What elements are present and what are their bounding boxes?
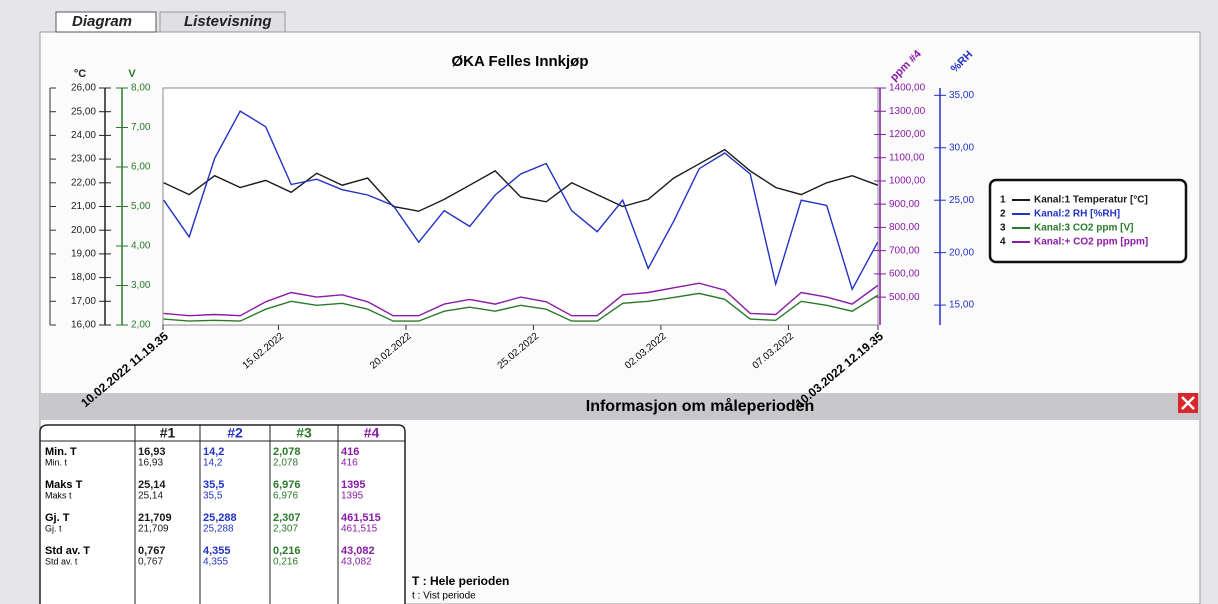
cell: 16,93 bbox=[138, 446, 166, 458]
y3-tick-label: 700,00 bbox=[889, 245, 920, 256]
y-tick-label: 17,00 bbox=[71, 296, 96, 307]
cell: 16,93 bbox=[138, 458, 163, 469]
row-label: Gj. T bbox=[45, 512, 70, 524]
plot-area bbox=[163, 88, 878, 325]
cell: 2,078 bbox=[273, 458, 298, 469]
row-label: Std av. T bbox=[45, 545, 90, 557]
cell: 0,216 bbox=[273, 557, 298, 568]
cell: 2,078 bbox=[273, 446, 301, 458]
cell: 416 bbox=[341, 458, 358, 469]
y-tick-label: 22,00 bbox=[71, 177, 96, 188]
row-label: Gj. t bbox=[45, 523, 62, 533]
cell: 416 bbox=[341, 446, 359, 458]
cell: 4,355 bbox=[203, 545, 231, 557]
row-label: Min. t bbox=[45, 457, 68, 467]
cell: 461,515 bbox=[341, 512, 381, 524]
legend-id: 3 bbox=[1000, 223, 1006, 234]
legend-id: 1 bbox=[1000, 195, 1006, 206]
cell: 25,288 bbox=[203, 512, 237, 524]
note: T : Hele perioden bbox=[412, 574, 509, 588]
cell: 21,709 bbox=[138, 524, 169, 535]
y2-tick-label: 3,00 bbox=[131, 280, 151, 291]
cell: 6,976 bbox=[273, 479, 301, 491]
axis-title: V bbox=[128, 68, 136, 80]
cell: 35,5 bbox=[203, 491, 223, 502]
y3-tick-label: 1000,00 bbox=[889, 176, 926, 187]
y4-tick-label: 35,00 bbox=[949, 90, 974, 101]
y-tick-label: 19,00 bbox=[71, 249, 96, 260]
column-header: #2 bbox=[227, 425, 243, 441]
y4-tick-label: 15,00 bbox=[949, 300, 974, 311]
cell: 14,2 bbox=[203, 446, 224, 458]
column-header: #3 bbox=[296, 425, 312, 441]
cell: 0,767 bbox=[138, 557, 163, 568]
cell: 43,082 bbox=[341, 557, 372, 568]
legend-id: 4 bbox=[1000, 237, 1006, 248]
y3-tick-label: 1200,00 bbox=[889, 129, 926, 140]
y-tick-label: 16,00 bbox=[71, 320, 96, 331]
row-label: Std av. t bbox=[45, 556, 78, 566]
y3-tick-label: 1400,00 bbox=[889, 83, 926, 94]
page: Diagram Listevisning ØKA Felles Innkjøp … bbox=[0, 0, 1218, 604]
cell: 6,976 bbox=[273, 491, 298, 502]
y-tick-label: 23,00 bbox=[71, 154, 96, 165]
legend-label: Kanal:+ CO2 ppm [ppm] bbox=[1034, 237, 1148, 248]
cell: 2,307 bbox=[273, 524, 298, 535]
y2-tick-label: 5,00 bbox=[131, 201, 151, 212]
tab-label[interactable]: Listevisning bbox=[184, 13, 272, 30]
chart-title: ØKA Felles Innkjøp bbox=[452, 53, 589, 70]
screen: Diagram Listevisning ØKA Felles Innkjøp … bbox=[0, 0, 1218, 604]
cell: 35,5 bbox=[203, 479, 224, 491]
y2-tick-label: 2,00 bbox=[131, 320, 151, 331]
y-tick-label: 26,00 bbox=[71, 83, 96, 94]
y3-tick-label: 1100,00 bbox=[889, 152, 925, 163]
row-label: Maks T bbox=[45, 479, 83, 491]
y-tick-label: 25,00 bbox=[71, 106, 96, 117]
cell: 43,082 bbox=[341, 545, 375, 557]
cell: 25,14 bbox=[138, 479, 166, 491]
cell: 461,515 bbox=[341, 524, 378, 535]
y2-tick-label: 8,00 bbox=[131, 83, 151, 94]
legend bbox=[990, 180, 1186, 262]
cell: 0,216 bbox=[273, 545, 301, 557]
info-title: Informasjon om måleperioden bbox=[586, 397, 814, 415]
axis-title: °C bbox=[74, 68, 86, 80]
y3-tick-label: 500,00 bbox=[889, 292, 920, 303]
tab-label[interactable]: Diagram bbox=[72, 13, 132, 30]
legend-label: Kanal:3 CO2 ppm [V] bbox=[1034, 223, 1133, 234]
y-tick-label: 21,00 bbox=[71, 201, 96, 212]
cell: 25,288 bbox=[203, 524, 234, 535]
column-header: #1 bbox=[160, 425, 176, 441]
cell: 14,2 bbox=[203, 458, 223, 469]
y3-tick-label: 1300,00 bbox=[889, 106, 926, 117]
cell: 1395 bbox=[341, 479, 365, 491]
cell: 25,14 bbox=[138, 491, 163, 502]
y-tick-label: 24,00 bbox=[71, 130, 96, 141]
cell: 2,307 bbox=[273, 512, 301, 524]
y3-tick-label: 800,00 bbox=[889, 222, 920, 233]
legend-label: Kanal:1 Temperatur [°C] bbox=[1034, 195, 1148, 206]
y-tick-label: 18,00 bbox=[71, 272, 96, 283]
column-header: #4 bbox=[364, 425, 380, 441]
y2-tick-label: 7,00 bbox=[131, 122, 151, 133]
y4-tick-label: 30,00 bbox=[949, 142, 974, 153]
legend-label: Kanal:2 RH [%RH] bbox=[1034, 209, 1120, 220]
row-label: Min. T bbox=[45, 446, 77, 458]
cell: 4,355 bbox=[203, 557, 228, 568]
y3-tick-label: 900,00 bbox=[889, 199, 920, 210]
cell: 0,767 bbox=[138, 545, 166, 557]
note: t : Vist periode bbox=[412, 591, 476, 602]
y3-tick-label: 600,00 bbox=[889, 269, 920, 280]
y2-tick-label: 4,00 bbox=[131, 241, 151, 252]
y2-tick-label: 6,00 bbox=[131, 162, 151, 173]
row-label: Maks t bbox=[45, 490, 72, 500]
cell: 1395 bbox=[341, 491, 364, 502]
legend-id: 2 bbox=[1000, 209, 1006, 220]
y4-tick-label: 20,00 bbox=[949, 247, 974, 258]
cell: 21,709 bbox=[138, 512, 172, 524]
y-tick-label: 20,00 bbox=[71, 225, 96, 236]
y4-tick-label: 25,00 bbox=[949, 195, 974, 206]
